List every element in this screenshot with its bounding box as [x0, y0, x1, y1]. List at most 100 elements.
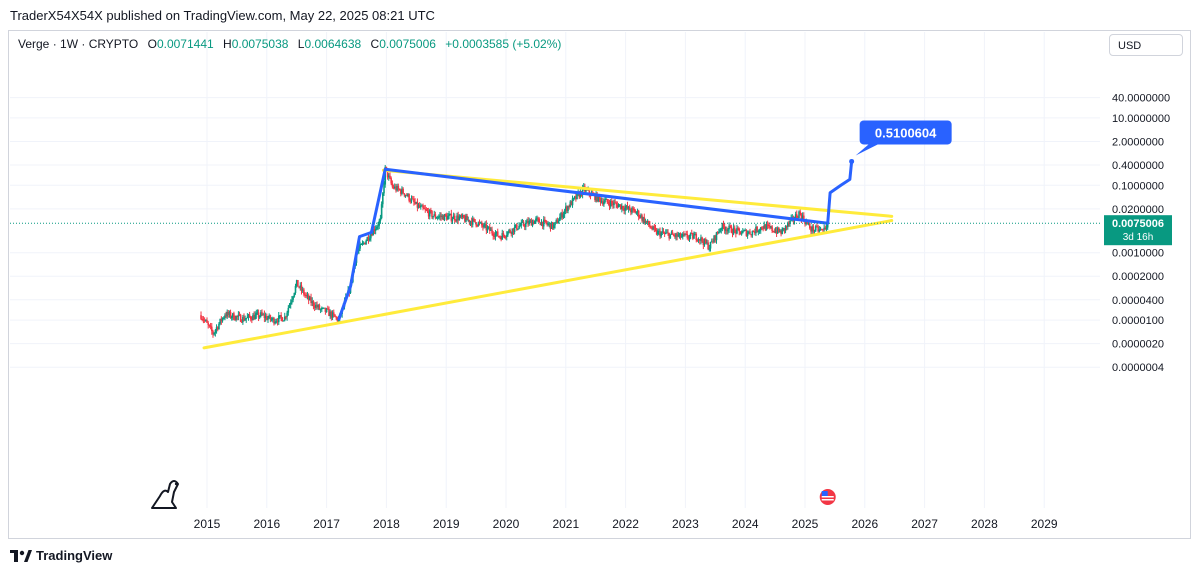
candle-body [330, 311, 333, 318]
candle-body [471, 218, 474, 225]
candle-body [634, 210, 637, 214]
candle-body [475, 222, 477, 226]
candle-body [707, 242, 709, 250]
candle-body [269, 315, 272, 320]
candle-body [253, 315, 255, 320]
candle-body [571, 198, 574, 206]
candle-body [288, 304, 291, 308]
candle-body [690, 233, 693, 235]
candle-body [727, 229, 729, 232]
candle-body [411, 198, 414, 200]
candle-body [292, 296, 294, 300]
candle-body [307, 295, 310, 301]
currency-button[interactable]: USD [1109, 34, 1183, 56]
symbol-info[interactable]: Verge · 1W · CRYPTO [18, 37, 139, 51]
candle-body [221, 317, 224, 322]
candle-body [310, 297, 312, 303]
candle-body [706, 242, 708, 244]
candle-body [295, 280, 298, 287]
flag-stripe [821, 499, 834, 501]
candle-body [404, 194, 407, 196]
candle-body [652, 226, 655, 230]
candle-body [324, 307, 327, 312]
candle-body [492, 233, 494, 236]
candle-body [728, 225, 730, 230]
candle-body [321, 307, 323, 310]
candle-body [605, 198, 607, 201]
candle-body [518, 226, 520, 229]
candle-body [276, 321, 279, 323]
x-tick-label: 2016 [253, 517, 280, 531]
candle-body [382, 193, 384, 205]
candle-body [539, 222, 542, 226]
candle-body [486, 227, 489, 231]
y-tick-label: 0.0010000 [1112, 248, 1164, 260]
candle-body [261, 312, 263, 315]
candle-body [337, 319, 340, 322]
candle-body [519, 225, 522, 227]
candle-body [393, 186, 396, 189]
candle-body [487, 226, 490, 228]
candle-body [641, 215, 643, 221]
candle-body [210, 326, 213, 332]
tradingview-logo[interactable]: TradingView [10, 548, 112, 563]
candle-body [287, 307, 290, 313]
candle-body [737, 228, 739, 230]
candle-body [237, 314, 240, 317]
candle-body [674, 235, 676, 237]
candle-body [407, 194, 409, 197]
candle-body [444, 214, 447, 216]
candle-body [262, 314, 265, 316]
candle-body [770, 226, 772, 228]
candle-body [209, 325, 212, 327]
candle-body [640, 215, 642, 218]
candle-body [245, 318, 248, 320]
candle-body [700, 237, 702, 241]
candle-body [822, 229, 824, 231]
candle-body [326, 308, 329, 310]
candle-body [504, 236, 507, 238]
candle-body [825, 227, 828, 229]
candle-body [764, 224, 767, 231]
candle-body [263, 314, 266, 319]
candle-body [423, 207, 425, 209]
candle-body [231, 313, 234, 318]
candle-body [621, 206, 623, 210]
candle-body [335, 316, 337, 318]
candle-body [468, 219, 471, 223]
candle-body [820, 229, 823, 231]
candle-body [703, 239, 706, 246]
candle-body [588, 189, 591, 194]
candle-body [775, 230, 778, 234]
candle-body [442, 215, 445, 221]
candle-body [507, 231, 509, 236]
candle-body [376, 226, 378, 229]
candle-body [795, 214, 798, 218]
candle-body [461, 215, 464, 218]
candle-body [811, 226, 813, 232]
candle-body [637, 210, 640, 218]
candle-body [490, 229, 492, 231]
candle-body [614, 202, 616, 204]
candle-body [626, 205, 629, 209]
candle-body [528, 221, 530, 225]
candle-body [282, 320, 285, 322]
candle-body [686, 233, 689, 238]
candle-body [824, 227, 827, 229]
candle-body [386, 169, 389, 178]
candle-body [421, 205, 423, 207]
candle-body [732, 227, 735, 234]
candle-body [361, 242, 364, 245]
x-tick-label: 2027 [911, 517, 938, 531]
candle-body [794, 214, 797, 220]
candle-body [751, 231, 754, 236]
candle-body [483, 224, 485, 228]
candle-body [293, 292, 296, 297]
candle-body [416, 201, 419, 208]
candle-body [395, 186, 397, 191]
candle-body [297, 280, 299, 287]
candle-body [744, 230, 746, 232]
candle-body [246, 316, 249, 319]
candle-body [458, 217, 461, 221]
